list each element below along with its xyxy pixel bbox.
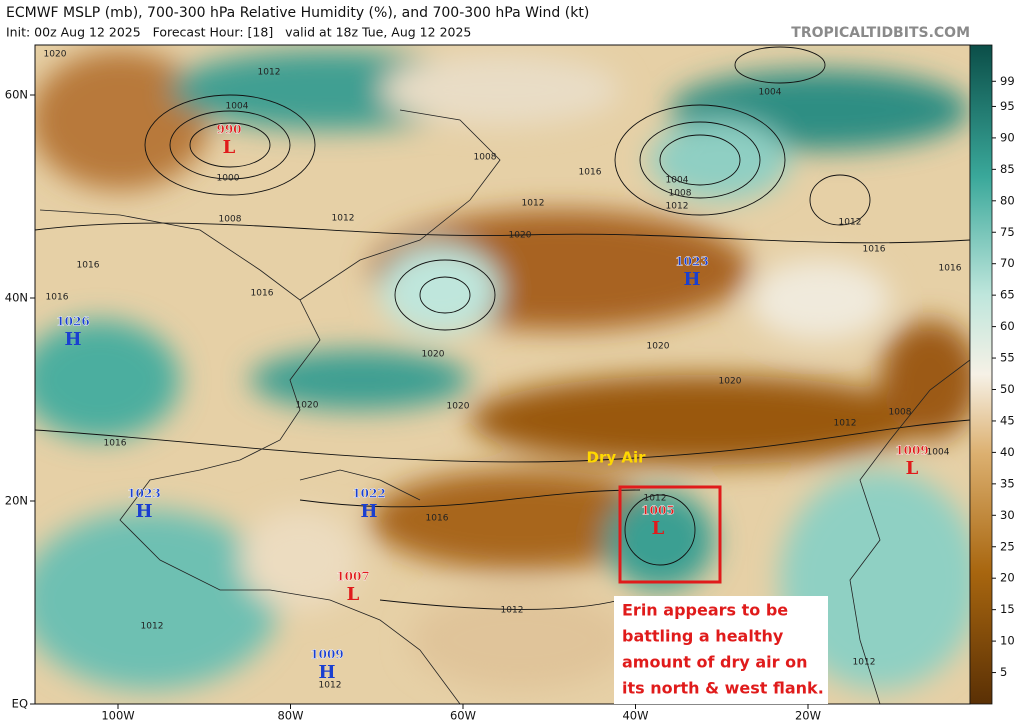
isobar-label: 1004 bbox=[666, 176, 689, 186]
colorbar-label: 15 bbox=[1000, 602, 1015, 616]
isobar-label: 1012 bbox=[258, 68, 281, 78]
colorbar-label: 20 bbox=[1000, 571, 1015, 585]
center-pressure: 1009 bbox=[310, 648, 343, 662]
colorbar-label: 55 bbox=[1000, 351, 1015, 365]
colorbar-label: 90 bbox=[1000, 130, 1015, 144]
isobar-label: 1004 bbox=[226, 102, 249, 112]
isobar-label: 1012 bbox=[666, 202, 689, 212]
isobar-label: 1016 bbox=[251, 289, 274, 299]
center-letter: H bbox=[360, 501, 377, 522]
isobar-label: 1008 bbox=[474, 153, 497, 163]
center-letter: H bbox=[64, 329, 81, 350]
isobar-label: 1020 bbox=[422, 350, 445, 360]
isobar-label: 1012 bbox=[501, 606, 524, 616]
isobar-label: 1020 bbox=[296, 401, 319, 411]
isobar-label: 1016 bbox=[104, 439, 127, 449]
colorbar-label: 99 bbox=[1000, 74, 1015, 88]
center-letter: L bbox=[652, 518, 665, 539]
isobar-label: 1012 bbox=[319, 681, 342, 691]
colorbar-label: 75 bbox=[1000, 225, 1015, 239]
colorbar-label: 80 bbox=[1000, 193, 1015, 207]
lon-label: 60W bbox=[450, 709, 476, 723]
isobar-label: 1020 bbox=[719, 377, 742, 387]
colorbar-label: 85 bbox=[1000, 162, 1015, 176]
isobar-label: 1016 bbox=[939, 264, 962, 274]
colorbar-label: 40 bbox=[1000, 445, 1015, 459]
center-pressure: 1007 bbox=[336, 570, 369, 584]
center-pressure: 1026 bbox=[56, 315, 89, 329]
isobar-label: 1012 bbox=[839, 218, 862, 228]
colorbar-label: 60 bbox=[1000, 319, 1015, 333]
center-letter: H bbox=[683, 269, 700, 290]
isobar-label: 1020 bbox=[509, 231, 532, 241]
colorbar-label: 45 bbox=[1000, 413, 1015, 427]
map-field bbox=[35, 45, 970, 704]
colorbar-label: 95 bbox=[1000, 99, 1015, 113]
colorbar-label: 25 bbox=[1000, 539, 1015, 553]
isobars bbox=[35, 46, 970, 610]
center-letter: L bbox=[906, 458, 919, 479]
callout-line: its north & west flank. bbox=[622, 679, 824, 698]
colorbar-label: 30 bbox=[1000, 508, 1015, 522]
center-letter: L bbox=[223, 137, 236, 158]
isobar-label: 1016 bbox=[46, 293, 69, 303]
center-pressure: 1023 bbox=[675, 255, 708, 269]
lat-label: 40N bbox=[5, 291, 28, 305]
subtitle: Init: 00z Aug 12 2025 Forecast Hour: [18… bbox=[6, 25, 471, 40]
callout-line: Erin appears to be bbox=[622, 601, 788, 620]
lat-label: 60N bbox=[5, 88, 28, 102]
isobar-label: 1016 bbox=[863, 245, 886, 255]
colorbar-label: 70 bbox=[1000, 256, 1015, 270]
isobar-label: 1012 bbox=[834, 419, 857, 429]
lat-label: 20N bbox=[5, 494, 28, 508]
center-letter: H bbox=[135, 501, 152, 522]
highlight-box bbox=[618, 485, 722, 584]
callout-line: battling a healthy bbox=[622, 627, 784, 646]
isobar-label: 1008 bbox=[669, 189, 692, 199]
annotation: Dry Air bbox=[587, 449, 647, 467]
isobar-label: 1004 bbox=[927, 448, 950, 458]
center-pressure: 990 bbox=[216, 123, 241, 137]
center-letter: L bbox=[347, 584, 360, 605]
isobar-label: 1012 bbox=[332, 214, 355, 224]
isobar-label: 1004 bbox=[759, 88, 782, 98]
colorbar-label: 35 bbox=[1000, 476, 1015, 490]
isobar-label: 1012 bbox=[522, 199, 545, 209]
colorbar-label: 10 bbox=[1000, 634, 1015, 648]
site-name: TROPICALTIDBITS.COM bbox=[791, 25, 970, 41]
isobar-label: 1008 bbox=[889, 408, 912, 418]
colorbar-label: 5 bbox=[1000, 665, 1007, 679]
lon-label: 20W bbox=[795, 709, 821, 723]
lon-label: 40W bbox=[622, 709, 648, 723]
isobar-label: 1020 bbox=[447, 402, 470, 412]
title: ECMWF MSLP (mb), 700-300 hPa Relative Hu… bbox=[6, 5, 589, 21]
colorbar-label: 65 bbox=[1000, 288, 1015, 302]
isobar-label: 1020 bbox=[647, 342, 670, 352]
center-pressure: 1009 bbox=[895, 444, 928, 458]
isobar-label: 1020 bbox=[44, 50, 67, 60]
center-pressure: 1023 bbox=[127, 487, 160, 501]
isobar-label: 1016 bbox=[426, 514, 449, 524]
isobar-label: 1016 bbox=[579, 168, 602, 178]
center-pressure: 1005 bbox=[641, 504, 674, 518]
isobar-label: 1008 bbox=[219, 215, 242, 225]
callout-box bbox=[614, 596, 828, 704]
isobar-label: 1012 bbox=[141, 622, 164, 632]
lon-label: 80W bbox=[277, 709, 303, 723]
isobar-label: 1016 bbox=[77, 261, 100, 271]
lon-label: 100W bbox=[101, 709, 134, 723]
lat-label: EQ bbox=[12, 697, 28, 711]
isobar-label: 1012 bbox=[853, 658, 876, 668]
colorbar-label: 50 bbox=[1000, 382, 1015, 396]
colorbar bbox=[969, 44, 993, 705]
center-pressure: 1022 bbox=[352, 487, 385, 501]
center-letter: H bbox=[318, 662, 335, 683]
callout-line: amount of dry air on bbox=[622, 653, 807, 672]
isobar-label: 1012 bbox=[644, 494, 667, 504]
isobar-label: 1000 bbox=[217, 174, 240, 184]
coastlines bbox=[39, 109, 970, 704]
